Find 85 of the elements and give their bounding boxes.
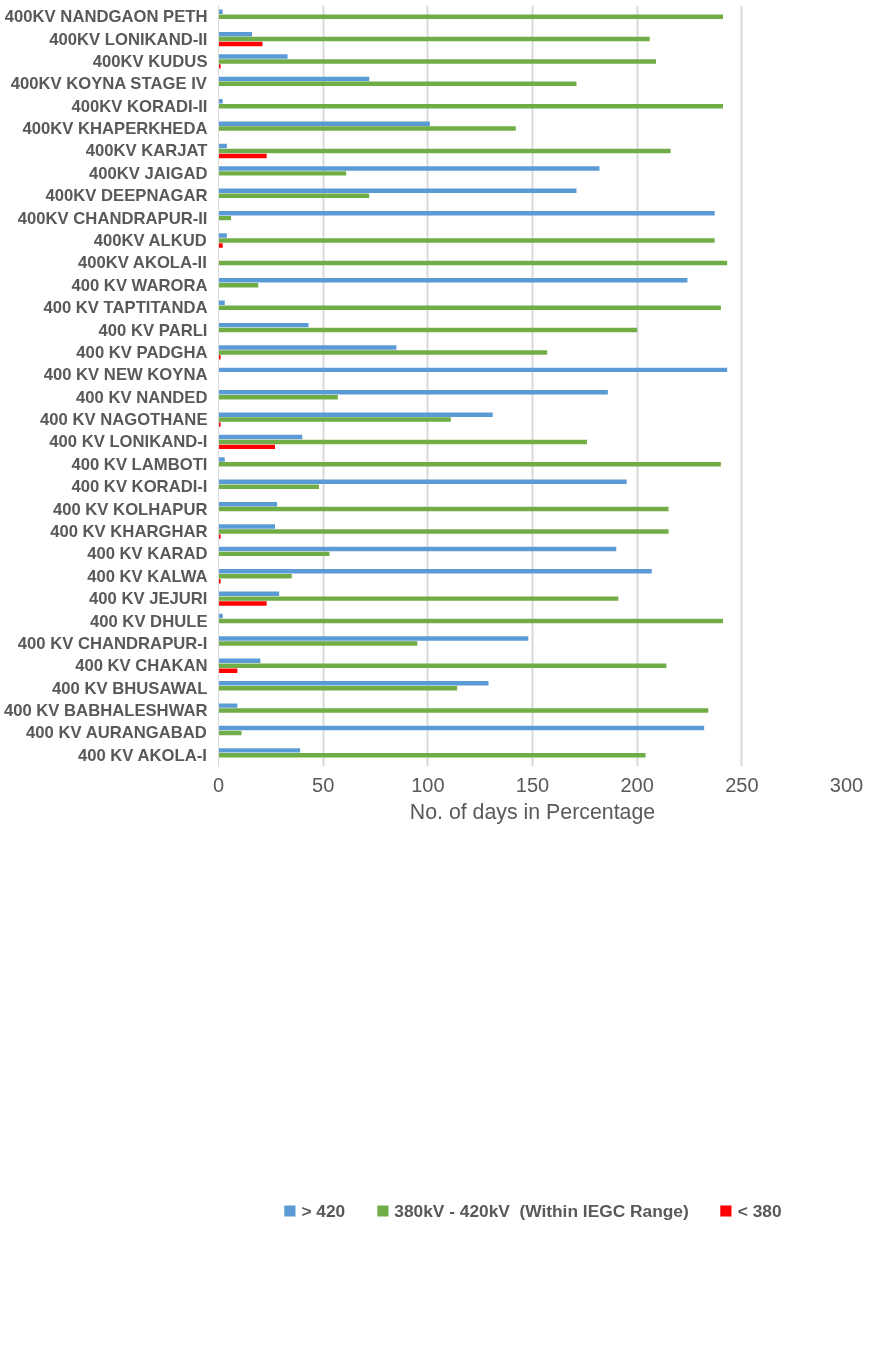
y-tick-label: 400KV ALKUD bbox=[93, 231, 207, 251]
x-tick-label: 250 bbox=[725, 773, 759, 796]
bar bbox=[218, 462, 721, 467]
y-tick-label: 400 KV KORADI-I bbox=[71, 477, 208, 497]
bar bbox=[218, 278, 688, 283]
y-tick-label: 400 KV AKOLA-I bbox=[77, 745, 207, 765]
bar bbox=[218, 524, 276, 529]
x-tick-label: 100 bbox=[411, 773, 445, 796]
bar bbox=[218, 14, 723, 19]
bar bbox=[218, 641, 418, 646]
bar bbox=[218, 126, 516, 131]
bar bbox=[218, 243, 223, 248]
bar bbox=[218, 529, 669, 534]
bar bbox=[218, 350, 548, 355]
bar bbox=[218, 238, 715, 243]
bar bbox=[218, 345, 397, 350]
bar bbox=[218, 300, 225, 305]
bar bbox=[218, 171, 347, 176]
y-tick-label: 400 KV TAPTITANDA bbox=[43, 298, 208, 318]
y-tick-label: 400KV NANDGAON PETH bbox=[4, 7, 208, 27]
bar bbox=[218, 596, 619, 601]
y-tick-label: 400 KV CHAKAN bbox=[75, 656, 208, 676]
x-tick-label: 300 bbox=[829, 773, 864, 796]
y-tick-label: 400KV KHAPERKHEDA bbox=[22, 119, 208, 139]
y-tick-label: 400KV JAIGAD bbox=[89, 163, 208, 183]
legend-label: 380kV - 420kV (Within IEGC Range) bbox=[394, 1200, 689, 1222]
bar bbox=[218, 534, 221, 539]
legend-label: < 380 bbox=[737, 1200, 782, 1222]
bar bbox=[218, 305, 721, 310]
bar bbox=[218, 417, 451, 422]
bar bbox=[218, 390, 608, 395]
y-tick-label: 400 KV BHUSAWAL bbox=[52, 678, 208, 698]
y-tick-label: 400 KV CHANDRAPUR-I bbox=[17, 633, 208, 653]
y-tick-label: 400 KV KARAD bbox=[87, 544, 208, 564]
bar bbox=[218, 233, 227, 238]
bar bbox=[218, 59, 657, 64]
y-tick-label: 400 KV KHARGHAR bbox=[50, 521, 208, 541]
bar bbox=[218, 708, 709, 713]
bar bbox=[218, 748, 301, 753]
y-tick-label: 400 KV LAMBOTI bbox=[71, 454, 208, 474]
legend-label: > 420 bbox=[301, 1200, 346, 1222]
bar bbox=[218, 668, 238, 673]
bar bbox=[218, 569, 652, 574]
y-tick-label: 400KV AKOLA-II bbox=[77, 253, 207, 273]
bar bbox=[218, 99, 223, 104]
bar bbox=[218, 703, 238, 708]
y-tick-label: 400 KV NANDED bbox=[76, 387, 208, 407]
x-tick-label: 0 bbox=[212, 773, 225, 796]
y-tick-label: 400KV KORADI-II bbox=[71, 96, 208, 116]
x-axis-title: No. of days in Percentage bbox=[409, 799, 656, 824]
bar bbox=[218, 601, 267, 606]
y-tick-label: 400 KV NEW KOYNA bbox=[43, 365, 208, 385]
y-tick-label: 400 KV PARLI bbox=[98, 320, 208, 340]
bar bbox=[218, 54, 288, 59]
y-tick-label: 400 KV JEJURI bbox=[89, 589, 208, 609]
bar bbox=[218, 457, 225, 462]
bar bbox=[218, 64, 221, 69]
bar bbox=[218, 283, 259, 288]
bar bbox=[218, 121, 430, 126]
y-tick-label: 400 KV DHULE bbox=[89, 611, 208, 631]
y-tick-label: 400KV KUDUS bbox=[92, 51, 208, 71]
y-tick-label: 400 KV NAGOTHANE bbox=[39, 410, 208, 430]
bar bbox=[218, 355, 221, 360]
y-tick-label: 400 KV BABHALESHWAR bbox=[3, 701, 208, 721]
y-tick-label: 400 KV LONIKAND-I bbox=[49, 432, 208, 452]
y-tick-label: 400KV KARJAT bbox=[85, 141, 208, 161]
y-tick-label: 400 KV KALWA bbox=[87, 566, 208, 586]
y-tick-label: 400KV KOYNA STAGE IV bbox=[10, 74, 207, 94]
y-tick-label: 400KV LONIKAND-II bbox=[49, 29, 208, 49]
bar bbox=[218, 422, 221, 427]
bar bbox=[218, 484, 319, 489]
bar bbox=[218, 591, 280, 596]
y-tick-label: 400 KV KOLHAPUR bbox=[52, 499, 208, 519]
bar bbox=[218, 636, 529, 641]
y-tick-label: 400 KV AURANGABAD bbox=[26, 723, 207, 743]
bar bbox=[218, 166, 600, 171]
y-tick-label: 400 KV WARORA bbox=[71, 275, 208, 295]
y-tick-label: 400KV DEEPNAGAR bbox=[45, 186, 208, 206]
x-tick-label: 200 bbox=[620, 773, 654, 796]
y-tick-label: 400KV CHANDRAPUR-II bbox=[17, 208, 208, 228]
y-tick-label: 400 KV PADGHA bbox=[76, 342, 208, 362]
x-tick-label: 150 bbox=[515, 773, 550, 796]
x-tick-label: 50 bbox=[312, 773, 335, 796]
bar bbox=[218, 753, 646, 758]
bar bbox=[218, 412, 493, 417]
